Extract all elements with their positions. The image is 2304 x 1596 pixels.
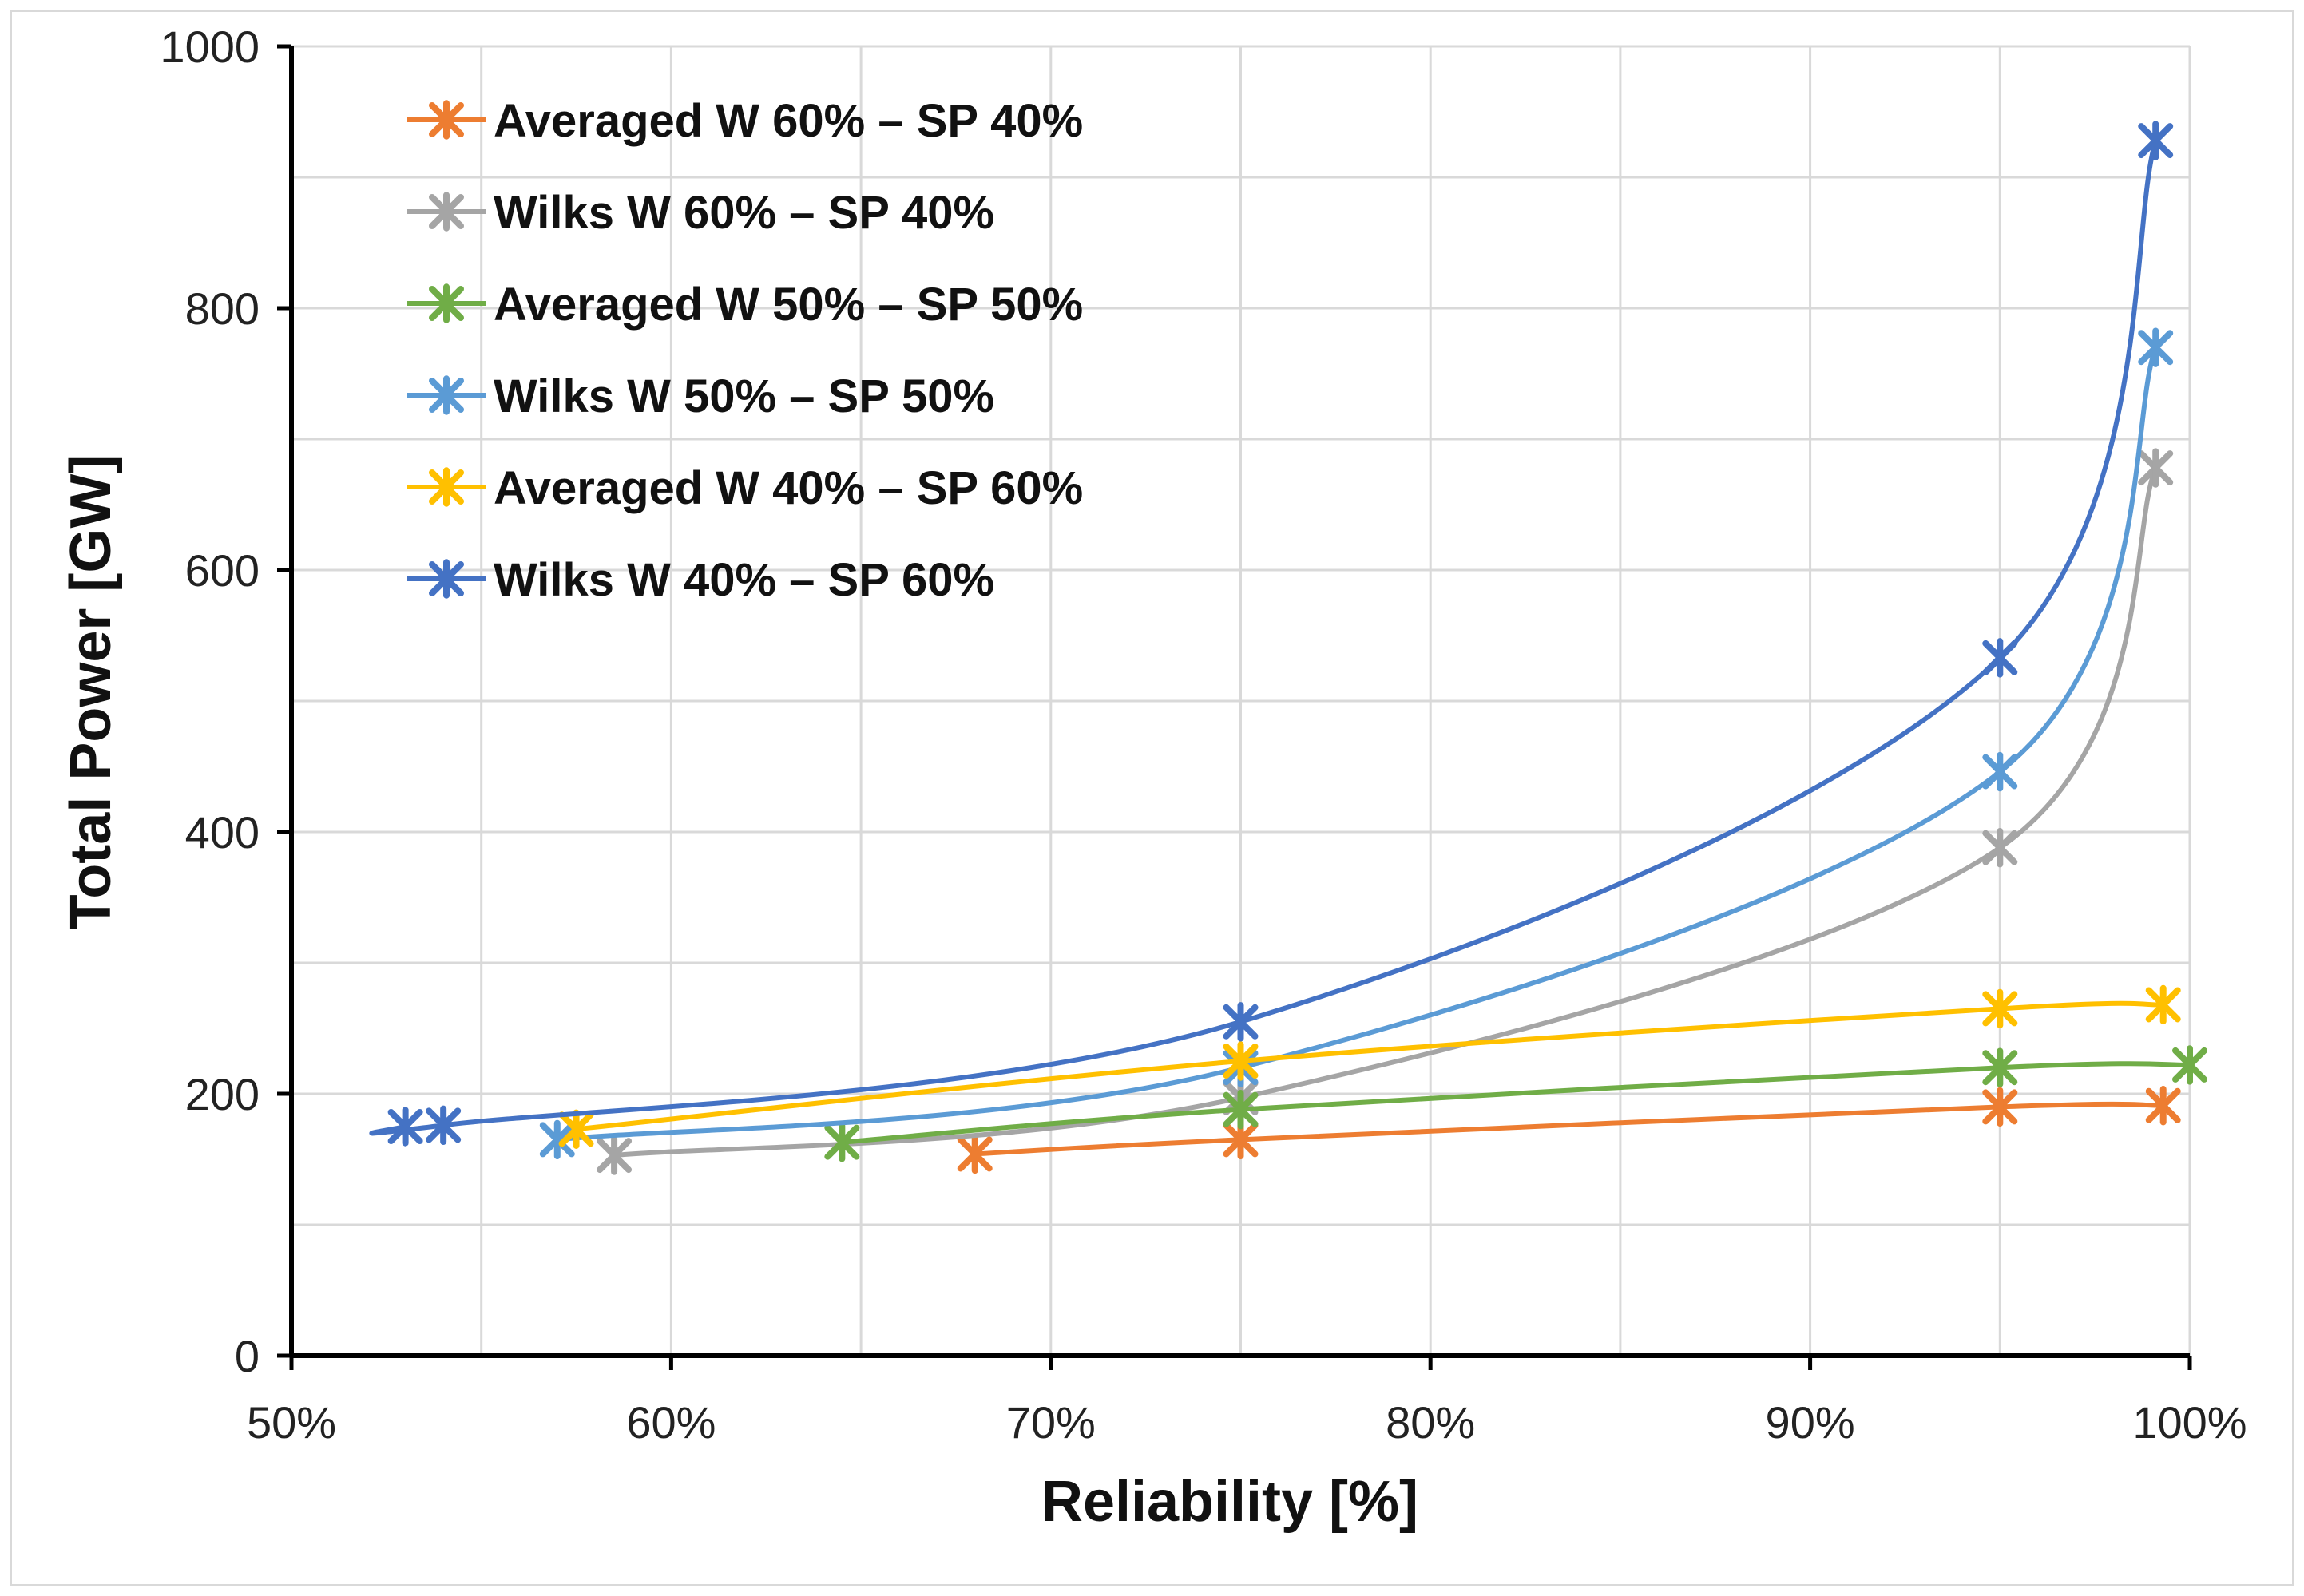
legend-label: Averaged W 40% – SP 60% — [494, 462, 1083, 514]
data-point-marker — [2138, 121, 2174, 160]
series-line — [974, 1101, 2163, 1157]
data-point-marker — [1982, 638, 2018, 678]
legend-swatch-marker — [429, 100, 464, 140]
chart-frame — [10, 10, 2294, 1586]
series-line — [842, 1061, 2191, 1145]
legend-label: Wilks W 50% – SP 50% — [494, 370, 994, 422]
y-tick-label: 600 — [185, 545, 260, 596]
series-1 — [957, 1086, 2181, 1174]
legend-swatch-marker — [429, 283, 464, 323]
y-tick-label: 0 — [235, 1331, 260, 1381]
series-5 — [558, 984, 2181, 1149]
y-axis-ticks: 0 200 400 600 800 1000 — [160, 22, 291, 1381]
legend-swatch-marker — [429, 559, 464, 599]
x-tick-label: 60% — [626, 1397, 716, 1447]
data-point-marker — [824, 1122, 860, 1162]
data-point-marker — [539, 1119, 575, 1160]
legend-swatch-marker — [429, 467, 464, 507]
legend-item: Averaged W 50% – SP 50% — [407, 279, 1083, 331]
legend-swatch-marker — [429, 375, 464, 415]
legend-label: Wilks W 40% – SP 60% — [494, 554, 994, 606]
series-line — [576, 1000, 2163, 1132]
legend-item: Wilks W 50% – SP 50% — [407, 370, 994, 422]
legend-item: Wilks W 40% – SP 60% — [407, 554, 994, 606]
data-point-marker — [1982, 751, 2018, 792]
data-point-marker — [2172, 1045, 2207, 1085]
x-axis-ticks: 50% 60% 70% 80% 90% 100% — [247, 1356, 2247, 1447]
series-4 — [539, 327, 2174, 1160]
y-tick-label: 1000 — [160, 22, 260, 72]
data-point-marker — [1982, 827, 2018, 868]
series-line — [613, 466, 2158, 1158]
series-6 — [369, 121, 2174, 1147]
data-point-marker — [957, 1134, 993, 1174]
legend-item: Wilks W 60% – SP 40% — [407, 187, 994, 239]
data-point-marker — [1223, 1089, 1259, 1130]
data-point-marker — [387, 1107, 423, 1147]
x-tick-label: 70% — [1006, 1397, 1096, 1447]
x-tick-label: 90% — [1766, 1397, 1855, 1447]
data-point-marker — [2138, 448, 2174, 488]
x-tick-label: 80% — [1386, 1397, 1475, 1447]
data-point-marker — [2145, 984, 2181, 1025]
data-point-marker — [2145, 1086, 2181, 1126]
legend-label: Averaged W 50% – SP 50% — [494, 279, 1083, 331]
legend-swatch-marker — [429, 192, 464, 232]
y-tick-label: 200 — [185, 1069, 260, 1119]
series-lines — [369, 121, 2207, 1175]
series-3 — [824, 1045, 2207, 1162]
data-point-marker — [426, 1105, 462, 1146]
legend-label: Averaged W 60% – SP 40% — [494, 95, 1083, 147]
data-point-marker — [1982, 1047, 2018, 1087]
legend: Averaged W 60% – SP 40% Wilks W 60% – SP … — [407, 95, 1083, 606]
y-tick-label: 800 — [185, 283, 260, 334]
x-tick-label: 100% — [2132, 1397, 2246, 1447]
data-point-marker — [1982, 988, 2018, 1029]
data-point-marker — [597, 1135, 633, 1175]
series-line — [557, 347, 2159, 1143]
axes — [289, 46, 2190, 1358]
x-axis-title: Reliability [%] — [1041, 1470, 1418, 1534]
data-point-marker — [1982, 1087, 2018, 1127]
y-axis-title: Total Power [GW] — [59, 455, 123, 930]
data-point-marker — [1223, 1041, 1259, 1081]
data-point-marker — [558, 1109, 594, 1149]
legend-item: Averaged W 40% – SP 60% — [407, 462, 1083, 514]
data-point-marker — [1223, 1002, 1259, 1042]
legend-item: Averaged W 60% – SP 40% — [407, 95, 1083, 147]
y-tick-label: 400 — [185, 807, 260, 857]
data-point-marker — [2138, 327, 2174, 367]
x-tick-label: 50% — [247, 1397, 336, 1447]
gridlines — [291, 45, 2191, 1356]
legend-label: Wilks W 60% – SP 40% — [494, 187, 994, 239]
